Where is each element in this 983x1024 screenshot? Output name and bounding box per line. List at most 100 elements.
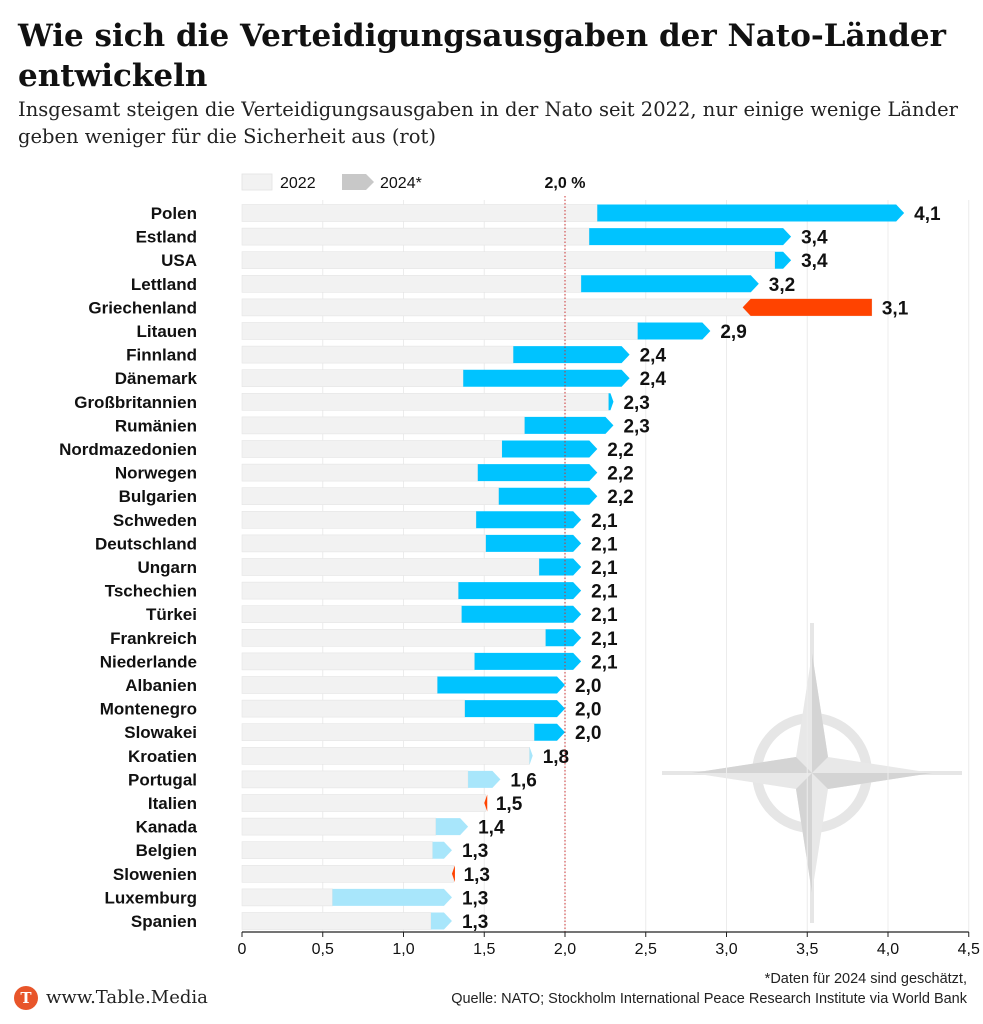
- country-row: Frankreich 2,1: [110, 629, 618, 650]
- bar-change-2024: [502, 440, 598, 458]
- value-label: 3,1: [882, 298, 909, 319]
- bar-2022: [241, 652, 475, 671]
- x-tick-label: 2,0: [554, 941, 576, 958]
- value-label: 1,3: [462, 888, 488, 909]
- bar-change-2024: [485, 534, 582, 552]
- value-label: 2,1: [591, 558, 618, 579]
- country-row: Lettland 3,2: [131, 275, 795, 296]
- x-axis: 0 0,5 1,0 1,5 2,0 2,5 3,0 3,5 4,0 4,5: [238, 931, 980, 958]
- country-label: Frankreich: [110, 629, 197, 648]
- country-row: Schweden 2,1: [113, 511, 618, 532]
- country-row: Italien 1,5: [148, 794, 523, 815]
- country-row: Rumänien 2,3: [115, 416, 650, 437]
- bar-2022: [241, 487, 500, 506]
- value-label: 2,3: [623, 416, 649, 437]
- bar-change-2024: [637, 322, 711, 340]
- estimate-note: *Daten für 2024 sind geschätzt,: [764, 971, 967, 987]
- value-label: 2,0: [575, 723, 601, 744]
- x-tick-label: 3,0: [715, 941, 737, 958]
- bar-change-2024: [430, 912, 452, 930]
- country-label: Slowenien: [113, 865, 197, 884]
- country-label: Albanien: [125, 676, 197, 695]
- value-label: 1,4: [478, 818, 505, 839]
- country-label: USA: [161, 251, 197, 270]
- value-label: 3,2: [769, 275, 795, 296]
- bar-change-2024: [432, 841, 452, 859]
- legend-swatch-2022: [241, 173, 273, 191]
- bar-change-2024: [458, 582, 582, 600]
- bar-2022: [241, 581, 459, 600]
- bar-change-2024: [464, 700, 565, 718]
- value-label: 2,2: [607, 464, 633, 485]
- bar-change-2024: [474, 652, 582, 670]
- x-tick-label: 1,0: [392, 941, 414, 958]
- country-row: Griechenland 3,1: [88, 298, 908, 319]
- bar-2022: [241, 723, 535, 742]
- value-label: 1,3: [462, 912, 488, 933]
- value-label: 2,2: [607, 440, 633, 461]
- country-label: Deutschland: [95, 534, 197, 553]
- value-label: 2,1: [591, 582, 618, 603]
- country-row: Niederlande 2,1: [100, 652, 618, 673]
- country-row: Litauen 2,9: [137, 322, 747, 343]
- bar-change-2024: [498, 487, 598, 505]
- bar-2022: [241, 676, 438, 694]
- country-row: Portugal 1,6: [128, 770, 537, 791]
- nato-star-shade: [812, 653, 828, 773]
- country-row: Kroatien 1,8: [128, 747, 569, 768]
- country-row: Nordmazedonien 2,2: [59, 440, 634, 461]
- bar-2022: [241, 746, 530, 765]
- nato-star-shade: [812, 773, 932, 789]
- bar-2022: [241, 416, 525, 435]
- value-label: 2,1: [591, 534, 618, 555]
- source-note: *Daten für 2024 sind geschätzt, Quelle: …: [451, 969, 967, 1009]
- bar-change-2024: [539, 558, 582, 576]
- legend: 2022 2024* 2,0 %: [241, 173, 585, 192]
- legend-label-2022: 2022: [280, 175, 316, 192]
- bar-change-2024: [597, 204, 905, 222]
- country-row: Deutschland 2,1: [95, 534, 618, 555]
- country-label: Luxemburg: [104, 888, 197, 907]
- bar-2022: [241, 699, 466, 718]
- bar-2022: [241, 510, 477, 529]
- country-label: Griechenland: [88, 298, 197, 317]
- nato-star-shade: [796, 773, 812, 893]
- country-row: Belgien 1,3: [136, 841, 489, 862]
- bar-change-2024: [513, 346, 630, 364]
- bar-2022: [241, 463, 479, 482]
- value-label: 3,4: [801, 251, 828, 272]
- country-label: Litauen: [137, 322, 197, 341]
- bar-change-2024: [477, 464, 598, 482]
- country-row: Spanien 1,3: [131, 912, 488, 933]
- bar-change-2024: [589, 228, 792, 246]
- country-row: Türkei 2,1: [146, 605, 618, 626]
- country-row: Slowakei 2,0: [124, 723, 601, 744]
- value-label: 2,0: [575, 676, 601, 697]
- country-row: Luxemburg 1,3: [104, 888, 488, 909]
- bar-change-2024: [435, 818, 469, 836]
- country-row: Estland 3,4: [136, 228, 828, 249]
- country-label: Italien: [148, 794, 197, 813]
- defense-spending-chart: 2022 2024* 2,0 % Polen 4,1 Estland 3,4 USA 3,4 L…: [59, 173, 980, 958]
- bar-change-2024: [524, 416, 614, 434]
- value-label: 2,4: [640, 346, 667, 367]
- bar-2022: [241, 558, 540, 576]
- country-label: Estland: [136, 228, 197, 247]
- country-label: Norwegen: [115, 464, 197, 483]
- bar-2022: [241, 227, 590, 246]
- country-label: Großbritannien: [74, 393, 197, 412]
- bar-2022: [241, 770, 469, 789]
- country-label: Kroatien: [128, 747, 197, 766]
- bar-2022: [241, 274, 582, 293]
- x-tick-label: 4,5: [958, 941, 980, 958]
- country-row: Bulgarien 2,2: [119, 487, 634, 508]
- country-row: Großbritannien 2,3: [74, 393, 650, 414]
- value-label: 2,2: [607, 487, 633, 508]
- bar-change-2024: [608, 393, 614, 411]
- bar-2022: [241, 251, 776, 269]
- legend-label-2024: 2024*: [380, 175, 422, 192]
- country-label: Portugal: [128, 770, 197, 789]
- site-url[interactable]: www.Table.Media: [46, 987, 208, 1008]
- country-label: Tschechien: [105, 582, 197, 601]
